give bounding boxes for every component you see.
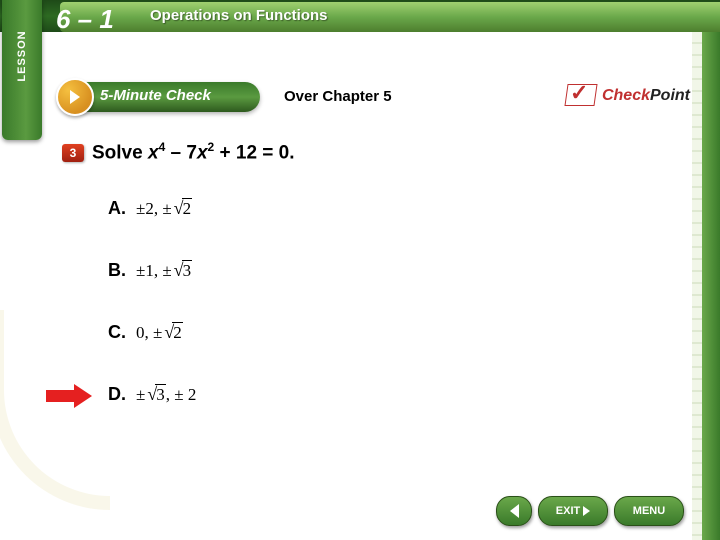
question-text: Solve x4 – 7x2 + 12 = 0. <box>92 140 295 164</box>
choice-b-label: B. <box>108 260 136 281</box>
right-edge-stripes <box>692 32 702 540</box>
lesson-tab-text: LESSON <box>16 30 28 81</box>
choice-d-rad: 3 <box>155 384 166 404</box>
exit-button[interactable]: EXIT <box>538 496 608 526</box>
choice-c-label: C. <box>108 322 136 343</box>
question-var2: x <box>197 142 208 163</box>
choice-c-rad: 2 <box>172 322 183 342</box>
choice-a-pm: ±2, ± <box>136 199 172 218</box>
question-p4: + 12 = 0. <box>214 142 294 163</box>
choice-a-rad: 2 <box>182 198 193 218</box>
over-chapter-label: Over Chapter 5 <box>284 88 392 105</box>
choice-d-pm1: ± <box>136 385 145 404</box>
exit-label: EXIT <box>556 505 580 517</box>
checkpoint-check: Check <box>602 87 650 104</box>
choice-b-math: ±1, ± 3 <box>136 260 192 281</box>
lesson-number: 6 – 1 <box>56 4 114 35</box>
choice-a-label: A. <box>108 198 136 219</box>
choice-a-math: ±2, ± 2 <box>136 198 192 219</box>
menu-button[interactable]: MENU <box>614 496 684 526</box>
exit-icon <box>583 506 590 516</box>
choice-b[interactable]: B. ±1, ± 3 <box>108 260 192 281</box>
choice-c[interactable]: C. 0, ± 2 <box>108 322 183 343</box>
choice-d-math: ±3, ± 2 <box>136 384 196 405</box>
choice-a[interactable]: A. ±2, ± 2 <box>108 198 192 219</box>
checkpoint-point: Point <box>650 87 690 104</box>
answer-arrow-icon <box>46 385 94 407</box>
checkpoint-text: CheckPoint <box>602 87 690 105</box>
choice-d-pm2: , ± 2 <box>166 385 197 404</box>
choice-b-pm: ±1, ± <box>136 261 172 280</box>
question-p2: – 7 <box>165 142 197 163</box>
question-prefix: Solve <box>92 142 148 163</box>
question-var1: x <box>148 142 159 163</box>
right-edge-decor <box>702 32 720 540</box>
header-title: Operations on Functions <box>150 7 328 24</box>
checkpoint-logo: ✓ CheckPoint <box>566 80 690 112</box>
checkpoint-icon: ✓ <box>566 84 598 108</box>
prev-icon <box>510 504 519 518</box>
slide: LESSON 6 – 1 Operations on Functions 5-M… <box>0 0 720 540</box>
prev-button[interactable] <box>496 496 532 526</box>
five-minute-check-text: 5-Minute Check <box>100 87 211 104</box>
choice-c-pm: 0, ± <box>136 323 162 342</box>
lesson-tab: LESSON <box>2 0 42 140</box>
play-icon <box>56 78 94 116</box>
choice-c-math: 0, ± 2 <box>136 322 183 343</box>
menu-label: MENU <box>633 505 665 517</box>
five-minute-check-pill: 5-Minute Check <box>60 82 260 112</box>
choice-d-label: D. <box>108 384 136 405</box>
choice-b-rad: 3 <box>182 260 193 280</box>
question-number-badge: 3 <box>62 144 84 162</box>
choice-d[interactable]: D. ±3, ± 2 <box>108 384 196 405</box>
corner-decor <box>0 310 110 510</box>
